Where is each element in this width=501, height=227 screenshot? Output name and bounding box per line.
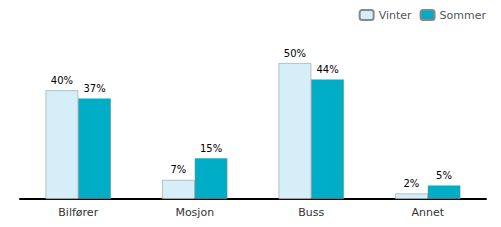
svg-text:40%: 40% (51, 75, 73, 86)
svg-text:Sommer: Sommer (440, 9, 487, 22)
svg-text:50%: 50% (284, 48, 306, 59)
svg-text:5%: 5% (436, 170, 452, 181)
svg-text:15%: 15% (200, 143, 222, 154)
svg-text:37%: 37% (83, 83, 105, 94)
svg-text:Mosjon: Mosjon (175, 206, 214, 219)
svg-text:44%: 44% (316, 64, 338, 75)
svg-text:2%: 2% (404, 178, 420, 189)
svg-text:7%: 7% (171, 164, 187, 175)
svg-text:Buss: Buss (298, 206, 324, 219)
svg-text:Annet: Annet (411, 206, 444, 219)
svg-text:Bilfører: Bilfører (58, 206, 98, 219)
svg-text:Vinter: Vinter (379, 9, 412, 22)
